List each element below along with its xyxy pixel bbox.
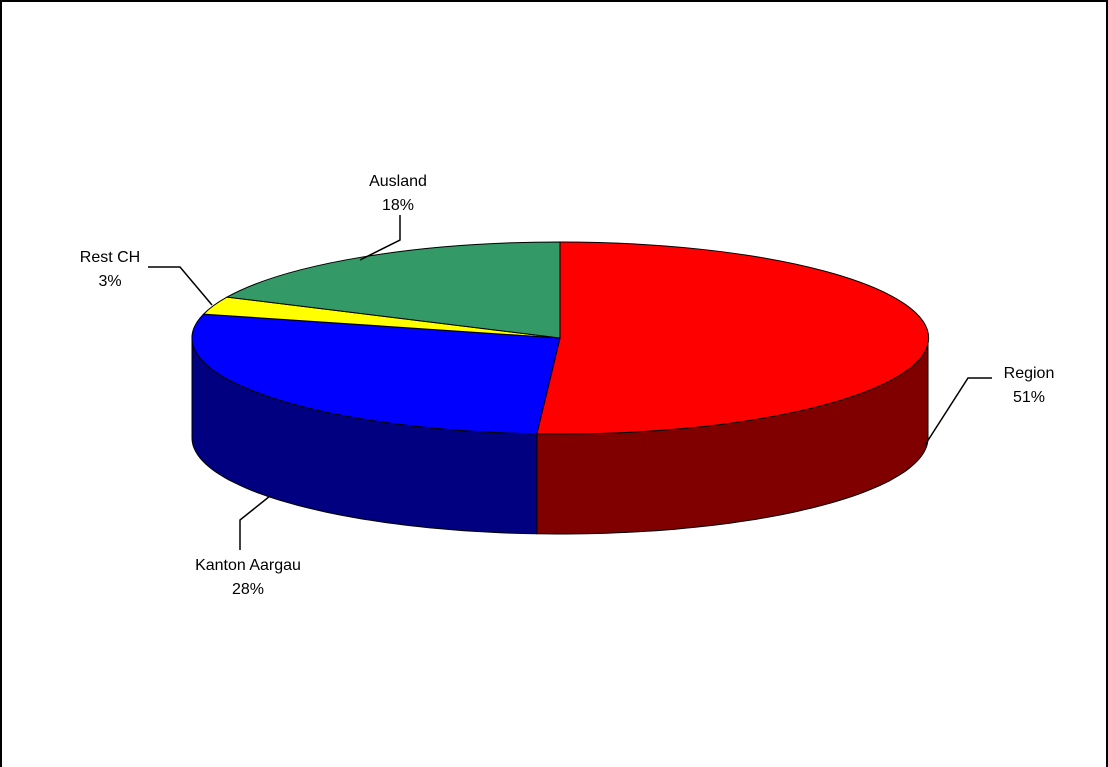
slice-value-kanton-aargau: 28% bbox=[232, 581, 264, 598]
leader-line-region bbox=[924, 377, 992, 446]
slice-value-ausland: 18% bbox=[382, 197, 414, 214]
leader-lines bbox=[148, 215, 992, 550]
slice-value-rest-ch: 3% bbox=[98, 273, 121, 290]
leader-line-rest-ch bbox=[148, 266, 213, 306]
slice-label-kanton-aargau: Kanton Aargau bbox=[195, 557, 301, 574]
slice-value-region: 51% bbox=[1013, 389, 1045, 406]
pie-slice-ausland bbox=[225, 241, 561, 339]
pie-slice-kanton-aargau bbox=[191, 313, 561, 435]
slice-label-region: Region bbox=[1004, 365, 1055, 382]
pie-slice-region bbox=[536, 241, 930, 435]
slice-labels: Region 51% Kanton Aargau 28% Rest CH 3% Auslan… bbox=[80, 173, 1055, 598]
pie-tops bbox=[191, 241, 930, 435]
slice-label-ausland: Ausland bbox=[369, 173, 427, 190]
leader-line-ausland bbox=[359, 215, 401, 261]
leader-line-kanton-aargau bbox=[239, 495, 271, 550]
slice-label-rest-ch: Rest CH bbox=[80, 249, 140, 266]
